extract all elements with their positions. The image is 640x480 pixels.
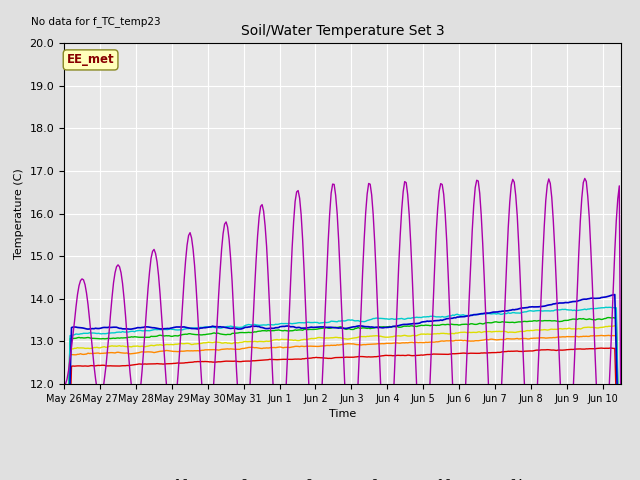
-2cm [131,343,138,349]
X-axis label: Time: Time [329,409,356,419]
+16cm [344,325,351,331]
+64cm [152,251,159,256]
-8cm [612,333,620,338]
-16cm [344,354,351,360]
-16cm [131,362,138,368]
Line: -8cm: -8cm [64,336,621,480]
+8cm [602,304,610,310]
-8cm [248,344,255,350]
Text: No data for f_TC_temp23: No data for f_TC_temp23 [31,16,160,27]
-2cm [152,342,159,348]
+8cm [152,326,159,332]
-2cm [605,324,612,329]
-8cm [152,349,159,355]
Line: +16cm: +16cm [64,295,621,480]
+64cm [344,439,351,444]
-16cm [152,361,159,367]
+2cm [131,334,138,339]
-16cm [607,345,614,351]
+64cm [617,417,625,422]
Line: -2cm: -2cm [64,326,621,480]
+64cm [131,407,138,413]
+2cm [607,315,614,321]
-16cm [468,350,476,356]
+8cm [344,317,351,323]
+2cm [248,330,255,336]
Line: -16cm: -16cm [64,348,621,480]
+16cm [468,312,476,318]
+8cm [468,312,476,318]
+64cm [581,176,589,181]
Line: +2cm: +2cm [64,318,621,480]
-2cm [344,336,351,342]
-8cm [131,350,138,356]
+2cm [152,334,159,339]
+64cm [468,228,476,234]
Line: +8cm: +8cm [64,307,621,480]
Legend: -16cm, -8cm, -2cm, +2cm, +8cm, +16cm, +64cm: -16cm, -8cm, -2cm, +2cm, +8cm, +16cm, +6… [141,475,544,480]
-2cm [248,338,255,344]
-2cm [468,330,476,336]
+8cm [131,329,138,335]
Y-axis label: Temperature (C): Temperature (C) [14,168,24,259]
+16cm [152,325,159,331]
Line: +64cm: +64cm [64,179,621,480]
+16cm [605,293,612,299]
+8cm [248,322,255,328]
-2cm [611,323,619,329]
-16cm [248,358,255,364]
-8cm [468,338,476,344]
-16cm [605,346,612,351]
+16cm [611,292,619,298]
+2cm [605,315,612,321]
Text: EE_met: EE_met [67,53,115,66]
+16cm [131,325,138,331]
+64cm [248,349,255,355]
-8cm [605,333,612,338]
+64cm [607,359,614,365]
+16cm [248,324,255,329]
Title: Soil/Water Temperature Set 3: Soil/Water Temperature Set 3 [241,24,444,38]
-8cm [344,341,351,347]
+8cm [607,304,614,310]
+2cm [468,321,476,327]
+2cm [344,326,351,332]
